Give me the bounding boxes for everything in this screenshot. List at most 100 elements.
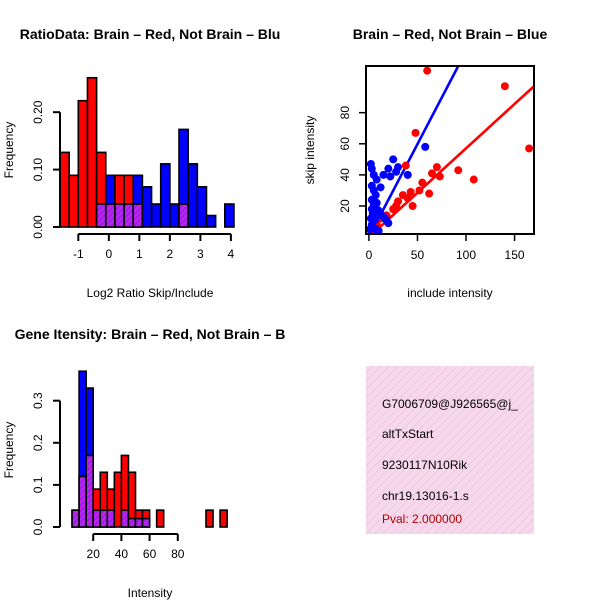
scatter-point [372,198,381,207]
intensity-histogram-axes: 20 40 60 80 0.0 0.1 0.2 0.3 [31,392,185,561]
info-pval: Pval: 2.000000 [382,512,462,526]
scatter-point [372,175,381,184]
histogram-overlap-bar [134,517,144,528]
scatter-point [428,169,437,178]
histogram-bar [159,163,171,228]
scatter-fit-line [370,85,534,234]
y-tick-label: 0.2 [31,434,45,451]
histogram-overlap-bar [85,454,94,528]
scatter-point [421,142,430,151]
x-tick-label: 100 [456,248,476,262]
histogram-overlap-bar [92,509,102,528]
scatter-xlabel: include intensity [407,286,492,300]
histogram-bar [59,151,70,228]
histogram-bar [223,203,235,228]
scatter-point [418,178,427,187]
intensity-histogram-title: Gene Itensity: Brain – Red, Not Brain – … [15,326,286,342]
histogram-overlap-bar [123,203,135,228]
scatter-point [392,167,401,176]
scatter-point [384,219,393,228]
histogram-overlap-bar [104,203,116,228]
x-tick-label: 3 [197,247,204,261]
scatter-point [423,66,432,75]
info-event-type: altTxStart [382,427,434,441]
scatter-point [411,128,420,137]
scatter-point [500,82,509,91]
scatter-point [376,183,385,192]
y-tick-label: 0.00 [31,215,45,239]
intensity-histogram-xlabel: Intensity [128,586,173,600]
y-tick-label: 0.1 [31,476,45,493]
histogram-bar [205,509,214,528]
x-tick-label: 1 [136,247,143,261]
x-tick-label: 150 [505,248,525,262]
ratio-histogram-bars [59,76,235,228]
x-tick-label: 20 [87,547,101,561]
ratio-histogram: RatioData: Brain – Red, Not Brain – Blu … [2,26,280,300]
scatter-point [394,197,403,206]
intensity-histogram-bars [71,370,228,528]
histogram-bar [196,186,208,228]
histogram-overlap-bar [132,203,144,228]
histogram-bar [219,509,228,528]
histogram-bar [113,471,123,528]
scatter-title: Brain – Red, Not Brain – Blue [353,26,548,42]
ratio-histogram-xlabel: Log2 Ratio Skip/Include [87,286,214,300]
histogram-bar [169,203,180,228]
histogram-bar [205,214,217,228]
scatter-point [384,164,393,173]
y-tick-label: 0.3 [31,392,45,409]
x-tick-label: 80 [171,547,185,561]
histogram-overlap-bar [106,509,116,528]
scatter-plot-area [366,66,534,234]
scatter-fit-line [369,66,460,234]
histogram-bar [150,203,162,228]
info-probe-id: G7006709@J926565@j_ [382,397,518,411]
scatter-point [386,172,395,181]
info-panel: G7006709@J926565@j_ altTxStart 9230117N1… [366,366,534,534]
x-tick-label: 4 [228,247,235,261]
x-tick-label: 2 [167,247,174,261]
x-tick-label: 40 [115,547,129,561]
intensity-scatter: Brain – Red, Not Brain – Blue include in… [303,26,547,300]
scatter-point [469,175,478,184]
y-tick-label: 80 [338,106,352,120]
x-tick-label: 50 [411,248,425,262]
scatter-point [408,202,417,210]
histogram-bar [77,99,89,228]
info-location: chr19.13016-1.s [382,489,469,503]
scatter-point [406,188,415,196]
scatter-point [373,211,382,220]
y-tick-label: 0.10 [31,158,45,182]
histogram-bar [68,174,80,228]
histogram-overlap-bar [114,203,125,228]
scatter-point [403,170,412,179]
scatter-point [425,189,434,198]
info-gene-name: 9230117N10Rik [382,458,468,472]
scatter-point [379,170,388,179]
histogram-overlap-bar [127,517,137,528]
histogram-overlap-bar [95,203,107,228]
scatter-point [398,191,407,200]
y-tick-label: 20 [338,199,352,213]
histogram-overlap-bar [99,509,109,528]
histogram-bar [155,509,165,528]
histogram-overlap-bar [141,517,151,528]
histogram-overlap-bar [120,509,130,528]
x-tick-label: 0 [366,248,373,262]
histogram-overlap-bar [71,509,80,528]
histogram-bar [86,76,98,228]
scatter-point [374,226,383,234]
info-panel-background [366,366,534,534]
histogram-bar [187,163,199,228]
scatter-point [415,186,424,195]
y-tick-label: 40 [338,168,352,182]
histogram-bar [141,186,153,228]
scatter-point [454,166,463,175]
y-tick-label: 0.0 [31,518,45,535]
intensity-histogram: Gene Itensity: Brain – Red, Not Brain – … [2,326,285,600]
y-tick-label: 0.20 [31,100,45,124]
ratio-histogram-title: RatioData: Brain – Red, Not Brain – Blu [20,26,281,42]
scatter-point [366,225,374,234]
